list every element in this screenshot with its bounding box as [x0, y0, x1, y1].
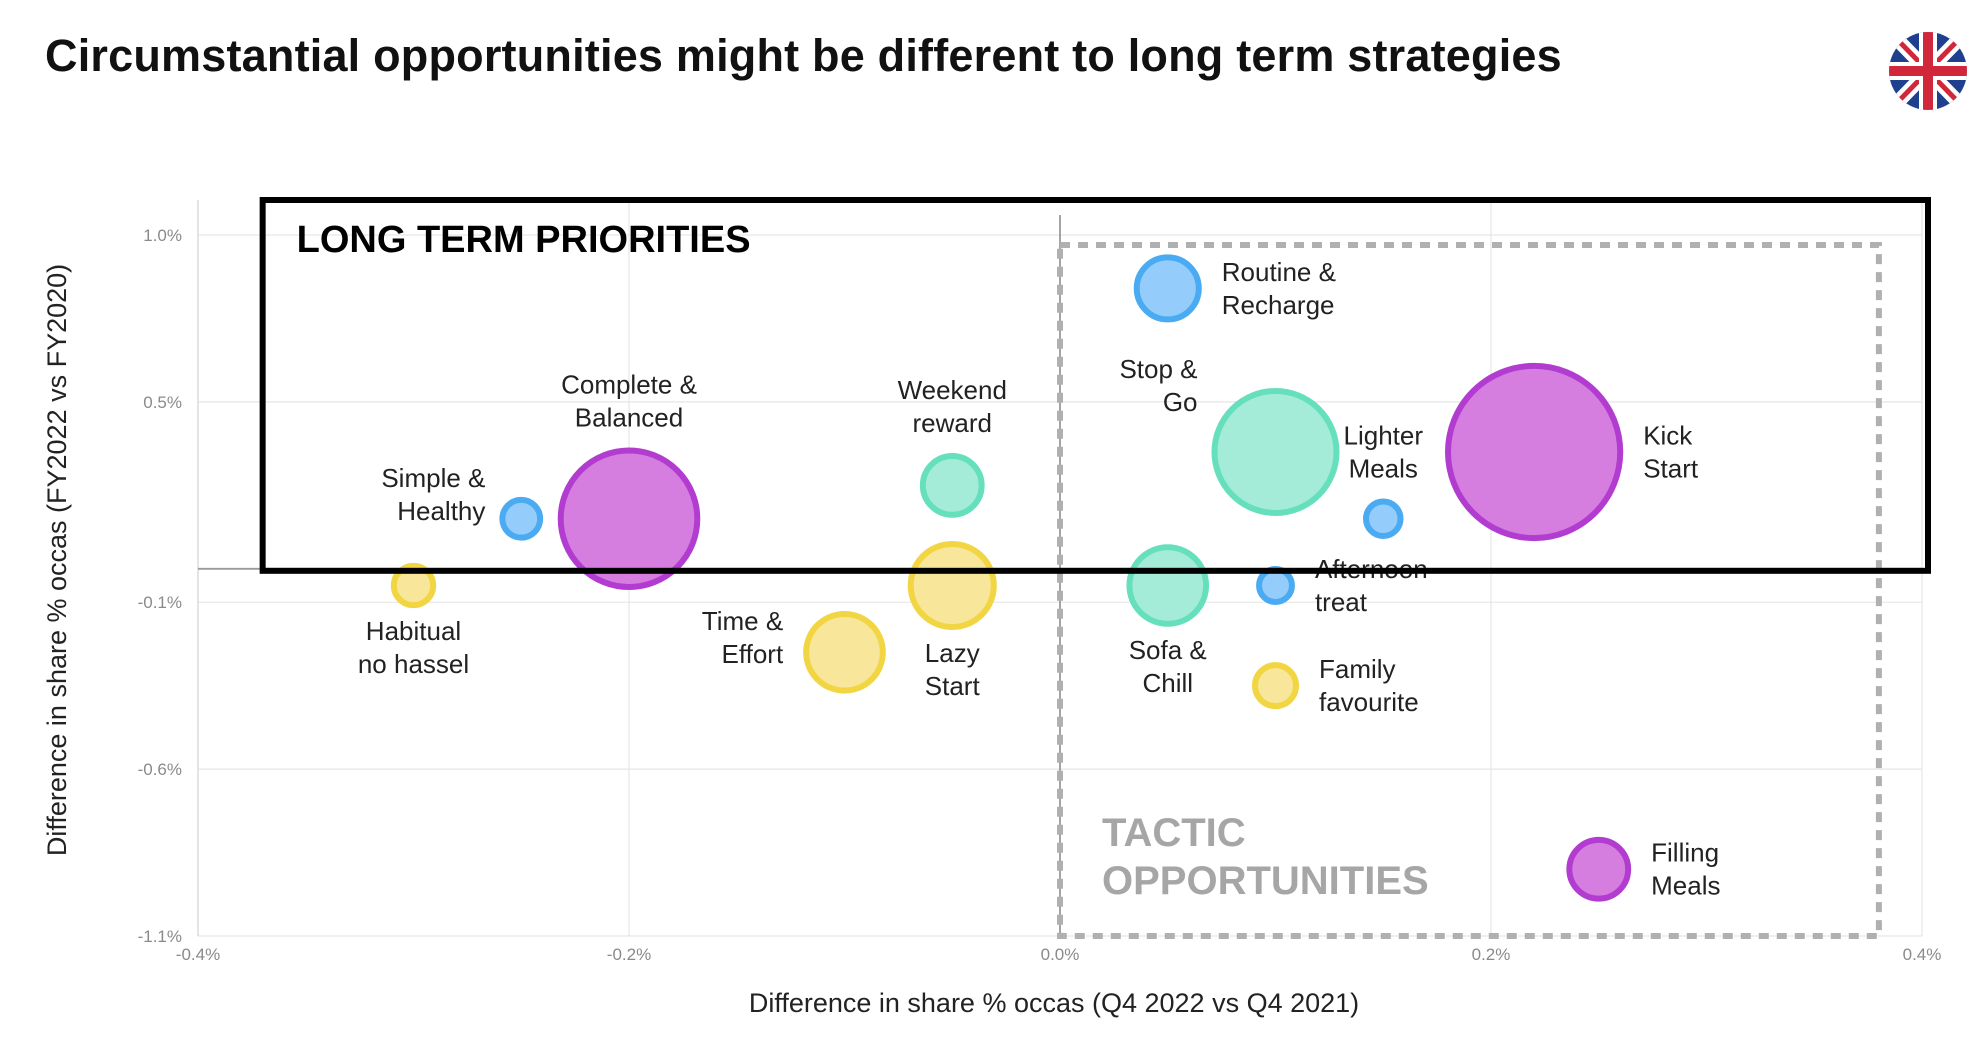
bubble-label: Weekend reward — [898, 375, 1007, 438]
bubble-label: Filling Meals — [1651, 838, 1720, 901]
bubble — [919, 452, 985, 518]
bubble — [907, 540, 997, 631]
page-title: Circumstantial opportunities might be di… — [45, 30, 1562, 81]
bubble-label: Family favourite — [1319, 654, 1419, 717]
y-tick-label: -0.1% — [138, 593, 182, 612]
bubble — [390, 562, 437, 609]
bubble-label: Habitual no hassel — [358, 616, 469, 679]
tactic-opportunities-label: TACTIC OPPORTUNITIES — [1102, 811, 1429, 903]
x-tick-label: 0.4% — [1903, 945, 1942, 964]
bubble — [1445, 362, 1624, 542]
bubble-label: Lazy Start — [925, 638, 981, 701]
bubble-label: Sofa & Chill — [1129, 635, 1207, 698]
bubble-labels: Routine & Recharge Weekend reward Complete &… — [358, 257, 1721, 901]
bubble-label: Simple & Healthy — [381, 463, 485, 526]
bubble-label: Kick Start — [1643, 420, 1699, 483]
uk-flag-icon — [1889, 32, 1967, 110]
bubble — [1566, 836, 1632, 902]
bubble — [1211, 387, 1340, 516]
bubble-label: Time & Effort — [702, 606, 784, 669]
y-tick-label: 0.5% — [143, 393, 182, 412]
y-tick-label: -0.6% — [138, 760, 182, 779]
long-term-priorities-box — [259, 197, 1931, 574]
x-tick-label: -0.2% — [607, 945, 651, 964]
bubble — [1256, 566, 1295, 605]
bubble — [803, 610, 886, 694]
x-tick-label: -0.4% — [176, 945, 220, 964]
bubble-label: Complete & Balanced — [561, 369, 697, 432]
y-axis-label: Difference in share % occas (FY2022 vs F… — [42, 264, 72, 856]
bubble — [1126, 544, 1210, 627]
bubble — [499, 496, 544, 541]
bubble-label: Routine & Recharge — [1222, 257, 1336, 320]
bubble-label: Stop & Go — [1119, 354, 1197, 417]
bubble — [1133, 254, 1202, 323]
x-tick-labels: -0.4% -0.2% 0.0% 0.2% 0.4% — [176, 945, 1942, 964]
y-tick-label: 1.0% — [143, 226, 182, 245]
bubble-label: Lighter Meals — [1344, 420, 1424, 483]
long-term-priorities-label: LONG TERM PRIORITIES — [297, 219, 751, 261]
y-tick-labels: 1.0% 0.5% -0.1% -0.6% -1.1% — [138, 226, 182, 946]
bubble — [1252, 662, 1299, 710]
bubbles — [390, 254, 1632, 902]
bubble — [557, 447, 701, 591]
annotation-boxes: LONG TERM PRIORITIES TACTIC OPPORTUNITIES — [259, 197, 1931, 939]
bubble — [1363, 498, 1404, 539]
x-tick-label: 0.2% — [1472, 945, 1511, 964]
bubble-label: Afternoon treat — [1315, 554, 1428, 617]
x-tick-label: 0.0% — [1041, 945, 1080, 964]
x-axis-label: Difference in share % occas (Q4 2022 vs … — [749, 988, 1359, 1018]
y-tick-label: -1.1% — [138, 927, 182, 946]
